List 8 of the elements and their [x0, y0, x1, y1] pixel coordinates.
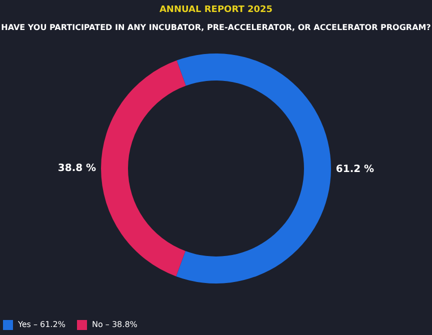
chart-subtitle: HAVE YOU PARTICIPATED IN ANY INCUBATOR, PRE-ACCELERATOR, OR ACCELERATOR PROGRAM?	[1, 23, 432, 32]
donut-slice	[101, 60, 186, 276]
legend-label: No – 38.8%	[92, 320, 138, 329]
legend-label: Yes – 61.2%	[17, 320, 66, 329]
donut-slice	[176, 54, 331, 284]
data-label: 61.2 %	[336, 164, 374, 175]
chart-title: ANNUAL REPORT 2025	[159, 5, 273, 15]
data-label: 38.8 %	[58, 163, 96, 174]
